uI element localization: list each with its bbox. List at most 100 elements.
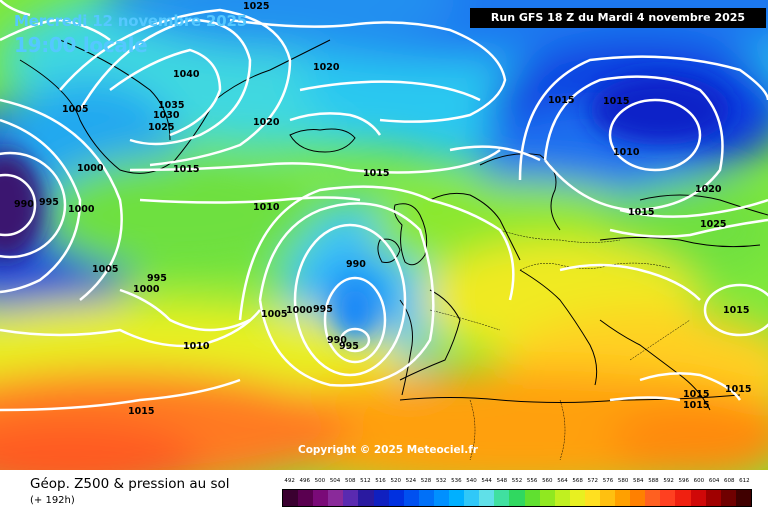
pressure-label: 1015	[683, 389, 709, 400]
legend-swatch	[449, 490, 465, 506]
pressure-label: 990	[346, 259, 366, 270]
pressure-label: 1040	[173, 69, 200, 80]
legend-label: 604	[708, 478, 720, 484]
pressure-label: 1010	[253, 202, 280, 213]
legend-swatch	[675, 490, 691, 506]
legend-label: 580	[617, 478, 629, 484]
legend-label: 544	[481, 478, 492, 484]
pressure-label: 1015	[548, 95, 574, 106]
pressure-label: 1025	[700, 219, 726, 230]
pressure-label: 1015	[723, 305, 749, 316]
pressure-label: 1020	[313, 62, 340, 73]
pressure-label: 990	[327, 335, 347, 346]
legend-swatch	[433, 490, 450, 506]
legend-swatch	[373, 490, 389, 506]
legend-swatch	[645, 490, 661, 506]
forecast-lead-time: (+ 192h)	[30, 495, 75, 506]
legend-label: 568	[572, 478, 583, 484]
z500-color-field	[0, 0, 768, 470]
legend-swatch	[464, 490, 480, 506]
legend-swatch	[690, 490, 706, 506]
legend-swatch	[388, 490, 404, 506]
pressure-label: 1005	[62, 104, 88, 115]
coastlines	[19, 39, 768, 411]
legend-label: 576	[602, 478, 614, 484]
legend-swatch	[539, 490, 555, 506]
legend-swatch	[524, 490, 540, 506]
pressure-label: 1010	[183, 341, 210, 352]
borders	[429, 229, 691, 461]
legend-label: 500	[314, 478, 326, 484]
legend-swatch	[615, 490, 631, 506]
legend-label: 552	[511, 478, 523, 484]
isobars	[0, 0, 768, 412]
legend-swatch	[283, 490, 299, 506]
legend-label: 612	[739, 478, 750, 484]
pressure-label: 1015	[603, 96, 629, 107]
pressure-label: 995	[339, 341, 359, 352]
legend-swatch	[358, 490, 374, 506]
legend-color-bar	[282, 489, 752, 507]
forecast-date: Mercredi 12 novembre 2025	[14, 12, 248, 30]
pressure-label: 1015	[173, 164, 199, 175]
pressure-label: 1030	[153, 110, 180, 121]
legend-label: 584	[633, 478, 644, 484]
pressure-labels: 1025 1040 1020 1005 1035 1030 1025 1020 …	[14, 1, 751, 417]
legend-label: 596	[678, 478, 690, 484]
legend-label: 512	[360, 478, 371, 484]
legend-label: 600	[693, 478, 705, 484]
legend-swatch	[479, 490, 495, 506]
legend-swatch	[403, 490, 419, 506]
pressure-label: 1010	[613, 147, 640, 158]
legend-swatch	[554, 490, 570, 506]
legend-label: 508	[344, 478, 356, 484]
z500-cores	[0, 75, 730, 340]
legend-swatch	[313, 490, 329, 506]
pressure-label: 1015	[128, 406, 154, 417]
pressure-label: 1015	[683, 400, 709, 411]
legend-label: 572	[587, 478, 599, 484]
legend-label: 492	[284, 478, 295, 484]
legend-swatch	[328, 490, 344, 506]
legend-swatch	[599, 490, 616, 506]
legend-swatch	[630, 490, 646, 506]
pressure-label: 1015	[725, 384, 751, 395]
legend-label: 548	[496, 478, 508, 484]
pressure-label: 1015	[363, 168, 389, 179]
legend-label: 608	[724, 478, 735, 484]
legend-label: 588	[648, 478, 659, 484]
legend-label: 504	[329, 478, 341, 484]
pressure-label: 990	[14, 199, 34, 210]
legend-swatch	[584, 490, 600, 506]
legend-label: 520	[390, 478, 401, 484]
weather-map: 1025 1040 1020 1005 1035 1030 1025 1020 …	[0, 0, 768, 470]
pressure-label: 1035	[158, 100, 184, 111]
pressure-label: 1000	[133, 284, 160, 295]
copyright-notice: Copyright © 2025 Meteociel.fr	[298, 444, 478, 456]
map-product-title: Géop. Z500 & pression au sol	[30, 476, 230, 492]
legend-labels: 492 496 500 504 508 512 516 520 524 528 532 536 540 5…	[282, 478, 752, 487]
legend-label: 540	[466, 478, 477, 484]
pressure-label: 1020	[695, 184, 722, 195]
legend-label: 496	[299, 478, 310, 484]
model-run-banner: Run GFS 18 Z du Mardi 4 novembre 2025	[470, 8, 766, 28]
pressure-label: 1000	[286, 305, 313, 316]
pressure-label: 1005	[92, 264, 118, 275]
legend-swatch	[509, 490, 525, 506]
forecast-time: 19:00 locale	[14, 33, 148, 57]
legend-swatch	[735, 490, 751, 506]
legend-label: 524	[405, 478, 417, 484]
legend-swatch	[660, 490, 676, 506]
legend-label: 556	[526, 478, 538, 484]
pressure-label: 1005	[261, 309, 287, 320]
legend-label: 564	[557, 478, 568, 484]
legend-label: 528	[420, 478, 432, 484]
pressure-label: 995	[39, 197, 59, 208]
pressure-label: 995	[147, 273, 167, 284]
pressure-label: 1000	[68, 204, 95, 215]
pressure-label: 1015	[628, 207, 654, 218]
pressure-label: 1000	[77, 163, 104, 174]
legend-label: 592	[663, 478, 674, 484]
legend-swatch	[343, 490, 359, 506]
